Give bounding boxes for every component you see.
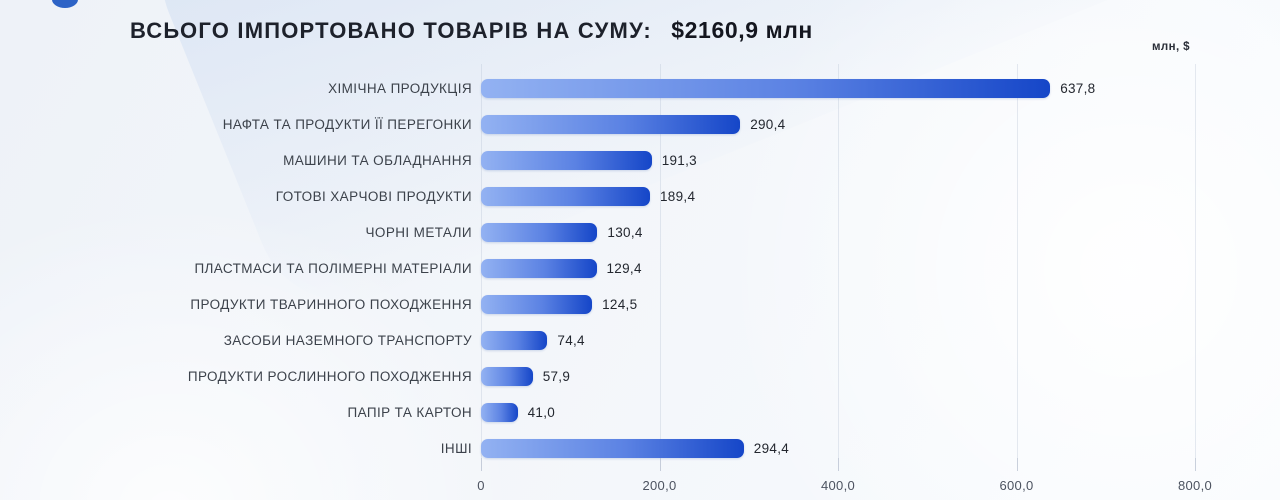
title-text: ВСЬОГО ІМПОРТОВАНО ТОВАРІВ НА СУМУ: (130, 18, 652, 43)
axis-tick-mark (481, 458, 482, 471)
axis-tick-label: 400,0 (820, 478, 856, 493)
page-title: ВСЬОГО ІМПОРТОВАНО ТОВАРІВ НА СУМУ: $216… (130, 17, 813, 44)
axis-tick-label: 800,0 (1177, 478, 1213, 493)
bar-area: 124,5 (481, 294, 1195, 314)
bar-area: 41,0 (481, 402, 1195, 422)
bar (481, 330, 548, 350)
bar-value-label: 191,3 (661, 152, 697, 168)
bar-area: 74,4 (481, 330, 1195, 350)
bar-row: ХІМІЧНА ПРОДУКЦІЯ 637,8 (0, 70, 1280, 106)
bar-area: 294,4 (481, 438, 1195, 458)
category-label: МАШИНИ ТА ОБЛАДНАННЯ (283, 152, 472, 168)
logo-mark-icon (52, 0, 78, 8)
bar-area: 57,9 (481, 366, 1195, 386)
bar (481, 78, 1051, 98)
bar-area: 130,4 (481, 222, 1195, 242)
x-axis: 0 200,0 400,0 600,0 800,0 (477, 458, 1212, 498)
bar-area: 191,3 (481, 150, 1195, 170)
bar-value-label: 41,0 (527, 404, 556, 420)
category-label: НАФТА ТА ПРОДУКТИ ЇЇ ПЕРЕГОНКИ (222, 116, 472, 132)
bar-area: 290,4 (481, 114, 1195, 134)
gridline (1195, 64, 1196, 458)
bar-value-label: 74,4 (557, 332, 585, 348)
axis-tick-label: 0 (477, 478, 485, 493)
bar-value-label: 189,4 (660, 188, 696, 204)
axis-tick-label: 200,0 (642, 478, 677, 493)
bar-chart: ХІМІЧНА ПРОДУКЦІЯ 637,8 НАФТА ТА ПРОДУКТИ … (0, 70, 1280, 466)
bar-value-label: 637,8 (1060, 80, 1096, 96)
bar (481, 114, 741, 134)
bar (481, 438, 744, 458)
axis-tick-mark (1016, 458, 1018, 471)
bar-value-label: 294,4 (753, 440, 790, 456)
bar-row: ПАПІР ТА КАРТОН 41,0 (0, 394, 1280, 430)
bar-row: ПЛАСТМАСИ ТА ПОЛІМЕРНІ МАТЕРІАЛИ 129,4 (0, 250, 1280, 286)
bar (481, 150, 652, 170)
category-label: ПРОДУКТИ РОСЛИННОГО ПОХОДЖЕННЯ (187, 368, 472, 384)
category-label: ХІМІЧНА ПРОДУКЦІЯ (328, 80, 472, 96)
category-label: ЗАСОБИ НАЗЕМНОГО ТРАНСПОРТУ (223, 332, 472, 348)
bar-area: 189,4 (481, 186, 1195, 206)
axis-tick-label: 600,0 (999, 478, 1034, 493)
axis-tick-mark (1195, 458, 1196, 471)
axis-tick-mark (838, 458, 839, 471)
category-label: ПРОДУКТИ ТВАРИННОГО ПОХОДЖЕННЯ (190, 296, 472, 312)
bar-row: МАШИНИ ТА ОБЛАДНАННЯ 191,3 (0, 142, 1280, 178)
bar-area: 637,8 (481, 78, 1195, 98)
bar-value-label: 129,4 (606, 260, 642, 276)
bar (481, 366, 533, 386)
axis-unit-label: млн, $ (1152, 41, 1190, 53)
gridline (838, 64, 839, 458)
bar (481, 258, 597, 278)
bar (481, 402, 518, 422)
category-label: ПАПІР ТА КАРТОН (347, 404, 472, 420)
gridline (1016, 64, 1018, 458)
category-label: ГОТОВІ ХАРЧОВІ ПРОДУКТИ (275, 188, 472, 204)
axis-tick-mark (659, 458, 661, 471)
bar-value-label: 290,4 (750, 116, 786, 132)
category-label: ІНШІ (440, 440, 472, 456)
bar (481, 222, 598, 242)
title-total-value: $2160,9 млн (671, 17, 813, 43)
bar-row: ПРОДУКТИ ТВАРИННОГО ПОХОДЖЕННЯ 124,5 (0, 286, 1280, 322)
gridline (659, 64, 661, 458)
bar-row: ЗАСОБИ НАЗЕМНОГО ТРАНСПОРТУ 74,4 (0, 322, 1280, 358)
bar-row: ІНШІ 294,4 (0, 430, 1280, 466)
bar-row: НАФТА ТА ПРОДУКТИ ЇЇ ПЕРЕГОНКИ 290,4 (0, 106, 1280, 142)
category-label: ЧОРНІ МЕТАЛИ (365, 224, 472, 240)
bar-value-label: 57,9 (542, 368, 571, 384)
category-label: ПЛАСТМАСИ ТА ПОЛІМЕРНІ МАТЕРІАЛИ (194, 260, 472, 276)
bar-value-label: 130,4 (607, 224, 643, 240)
bar-row: ГОТОВІ ХАРЧОВІ ПРОДУКТИ 189,4 (0, 178, 1280, 214)
bar-value-label: 124,5 (602, 296, 638, 312)
bar-row: ЧОРНІ МЕТАЛИ 130,4 (0, 214, 1280, 250)
bar (481, 294, 593, 314)
bar (481, 186, 650, 206)
bar-area: 129,4 (481, 258, 1195, 278)
bar-row: ПРОДУКТИ РОСЛИННОГО ПОХОДЖЕННЯ 57,9 (0, 358, 1280, 394)
